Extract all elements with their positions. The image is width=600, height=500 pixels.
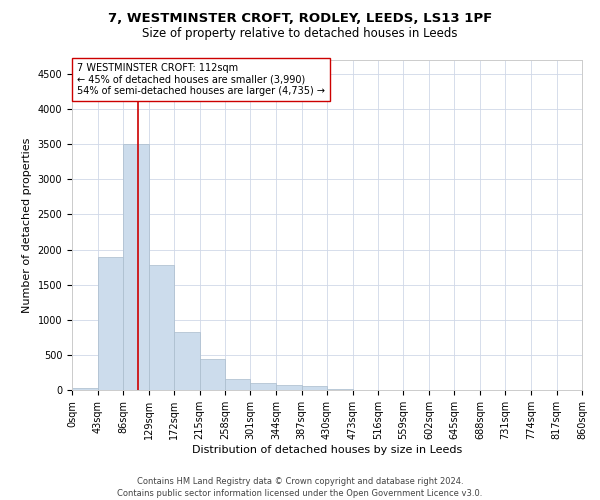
Bar [72,388,97,390]
Bar [123,144,149,390]
X-axis label: Distribution of detached houses by size in Leeds: Distribution of detached houses by size … [192,444,462,454]
Text: 7 WESTMINSTER CROFT: 112sqm
← 45% of detached houses are smaller (3,990)
54% of : 7 WESTMINSTER CROFT: 112sqm ← 45% of det… [77,64,325,96]
Bar [174,332,199,390]
Bar [276,384,302,390]
Bar [199,359,225,390]
Bar [225,379,251,390]
Text: Contains HM Land Registry data © Crown copyright and database right 2024.
Contai: Contains HM Land Registry data © Crown c… [118,476,482,498]
Y-axis label: Number of detached properties: Number of detached properties [22,138,32,312]
Bar [251,383,276,390]
Text: 7, WESTMINSTER CROFT, RODLEY, LEEDS, LS13 1PF: 7, WESTMINSTER CROFT, RODLEY, LEEDS, LS1… [108,12,492,26]
Bar [149,265,174,390]
Bar [302,386,327,390]
Bar [97,256,123,390]
Text: Size of property relative to detached houses in Leeds: Size of property relative to detached ho… [142,28,458,40]
